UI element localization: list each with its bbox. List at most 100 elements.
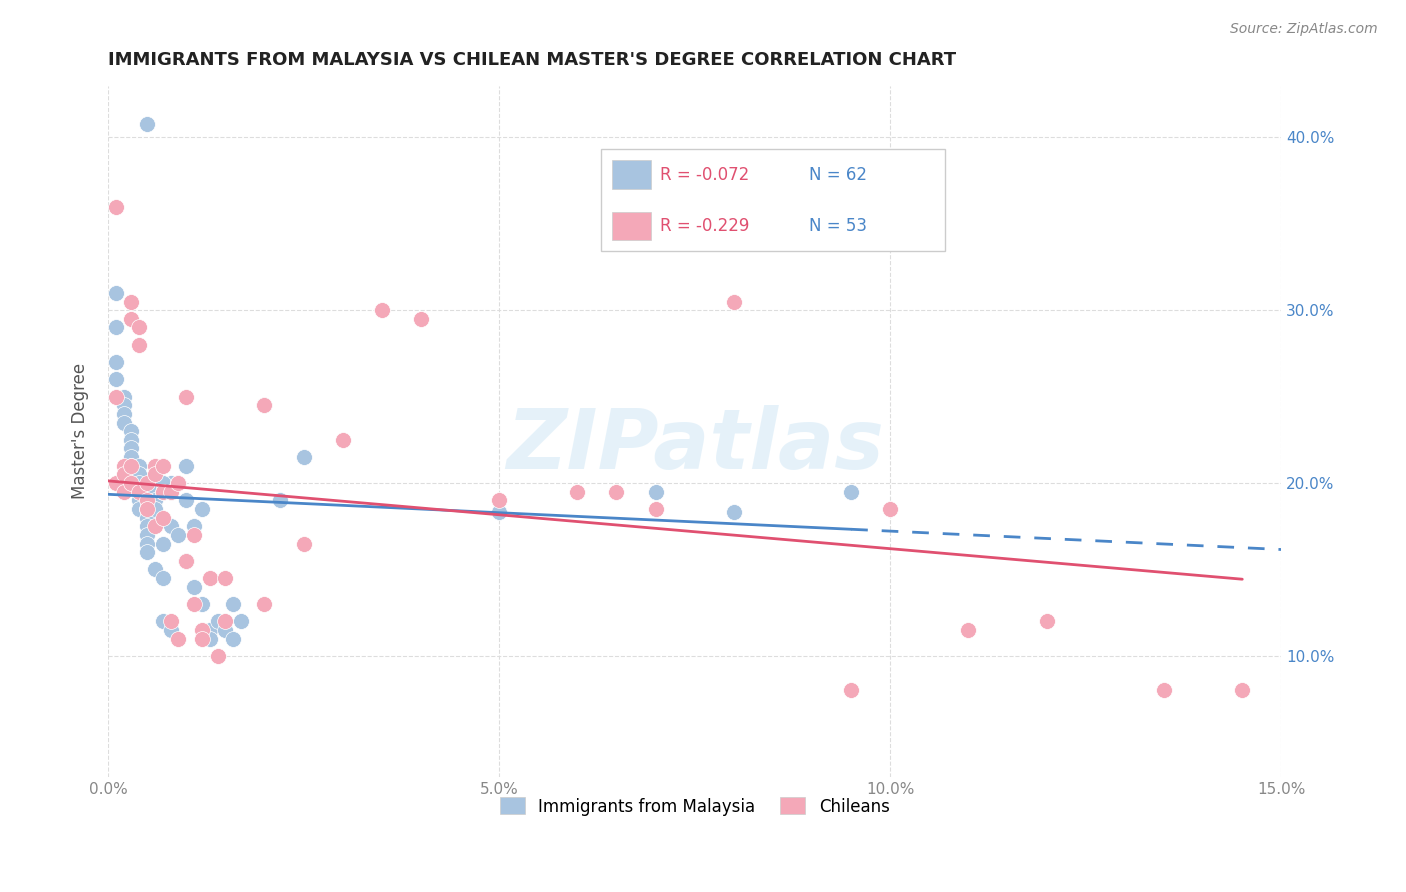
Point xyxy=(143,484,166,499)
Point xyxy=(143,502,166,516)
Point xyxy=(136,502,159,516)
Point xyxy=(253,597,276,611)
Point xyxy=(1035,615,1057,629)
Point xyxy=(839,484,862,499)
Point xyxy=(136,493,159,508)
Point xyxy=(136,545,159,559)
Point xyxy=(159,519,181,533)
Point xyxy=(152,458,174,473)
Point xyxy=(128,476,150,491)
Point xyxy=(120,424,142,438)
Point xyxy=(152,571,174,585)
Point xyxy=(112,416,135,430)
Text: ZIPatlas: ZIPatlas xyxy=(506,404,883,485)
Point xyxy=(104,285,127,300)
Point xyxy=(143,493,166,508)
Point xyxy=(128,484,150,499)
Point xyxy=(104,476,127,491)
Y-axis label: Master's Degree: Master's Degree xyxy=(72,363,89,500)
Point xyxy=(567,484,589,499)
Point xyxy=(174,493,197,508)
Point xyxy=(292,536,315,550)
Point xyxy=(191,623,214,637)
Point xyxy=(128,502,150,516)
Point xyxy=(136,476,159,491)
Point xyxy=(879,502,901,516)
Point xyxy=(183,519,205,533)
Point xyxy=(152,484,174,499)
Point xyxy=(167,528,190,542)
Point xyxy=(229,615,252,629)
Point xyxy=(174,554,197,568)
Point xyxy=(120,476,142,491)
Point xyxy=(253,398,276,412)
Point xyxy=(136,510,159,524)
Point xyxy=(174,554,197,568)
Text: N = 62: N = 62 xyxy=(808,166,868,184)
Point xyxy=(128,338,150,352)
Point xyxy=(1232,683,1254,698)
Point xyxy=(159,484,181,499)
Point xyxy=(174,390,197,404)
Point xyxy=(136,528,159,542)
Point xyxy=(143,519,166,533)
Point xyxy=(152,615,174,629)
Point xyxy=(159,615,181,629)
Text: R = -0.072: R = -0.072 xyxy=(659,166,749,184)
Point xyxy=(136,502,159,516)
Point xyxy=(167,632,190,646)
Point xyxy=(222,597,245,611)
Point xyxy=(112,390,135,404)
Point xyxy=(159,476,181,491)
Point xyxy=(112,407,135,421)
Point xyxy=(167,476,190,491)
Point xyxy=(128,493,150,508)
Text: IMMIGRANTS FROM MALAYSIA VS CHILEAN MASTER'S DEGREE CORRELATION CHART: IMMIGRANTS FROM MALAYSIA VS CHILEAN MAST… xyxy=(108,51,956,69)
Point xyxy=(152,536,174,550)
Text: Source: ZipAtlas.com: Source: ZipAtlas.com xyxy=(1230,22,1378,37)
Point xyxy=(128,320,150,334)
Point xyxy=(207,615,229,629)
Point xyxy=(112,467,135,482)
Point xyxy=(159,484,181,499)
Point xyxy=(143,467,166,482)
Point xyxy=(409,311,432,326)
Point xyxy=(332,433,354,447)
Point xyxy=(104,390,127,404)
Point xyxy=(222,632,245,646)
Point xyxy=(128,467,150,482)
Point xyxy=(120,311,142,326)
Point xyxy=(120,294,142,309)
Point xyxy=(191,502,214,516)
Point xyxy=(723,505,745,519)
Point xyxy=(120,458,142,473)
Point xyxy=(112,398,135,412)
Point xyxy=(112,484,135,499)
Point xyxy=(488,505,510,519)
Point xyxy=(112,458,135,473)
Point xyxy=(198,571,221,585)
Point xyxy=(488,493,510,508)
Point xyxy=(167,476,190,491)
Point xyxy=(292,450,315,464)
Point xyxy=(253,398,276,412)
Point xyxy=(136,519,159,533)
Point xyxy=(207,648,229,663)
Point xyxy=(152,510,174,524)
Point xyxy=(214,571,236,585)
Point xyxy=(120,450,142,464)
Point xyxy=(191,597,214,611)
Point xyxy=(198,623,221,637)
Point xyxy=(136,116,159,130)
Point xyxy=(143,458,166,473)
Point xyxy=(152,476,174,491)
Point xyxy=(1153,683,1175,698)
Point xyxy=(214,615,236,629)
Text: R = -0.229: R = -0.229 xyxy=(659,217,749,235)
Point xyxy=(214,623,236,637)
Point xyxy=(839,683,862,698)
Point xyxy=(104,355,127,369)
Point xyxy=(183,528,205,542)
Point xyxy=(183,597,205,611)
Point xyxy=(723,294,745,309)
